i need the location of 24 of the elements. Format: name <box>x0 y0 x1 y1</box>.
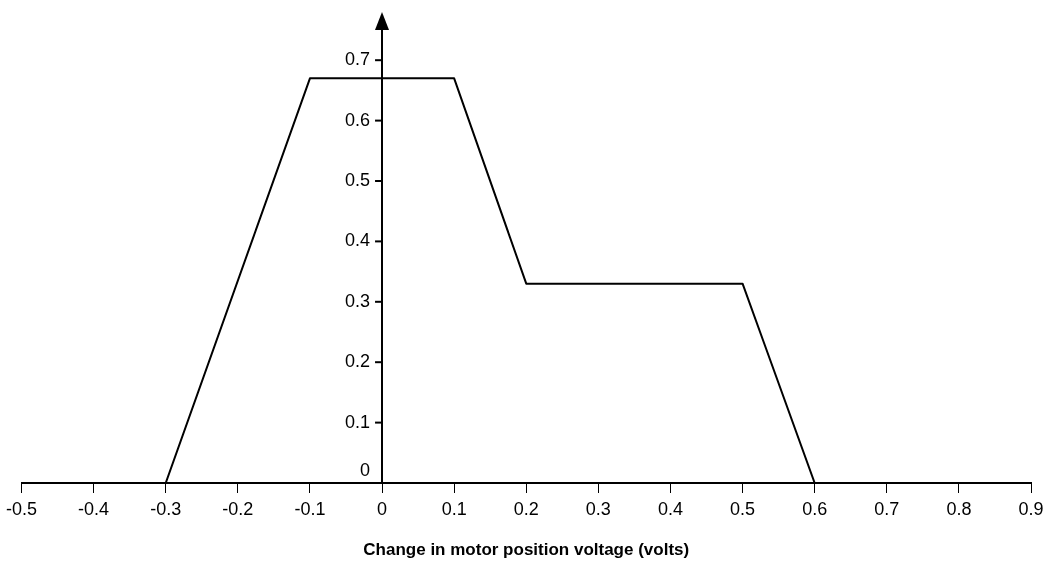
y-tick-label: 0.1 <box>345 411 371 432</box>
y-tick-label: 0.3 <box>345 290 371 311</box>
y-tick-label: 0.4 <box>345 230 371 251</box>
x-tick-label: -0.1 <box>294 498 326 519</box>
x-tick-label: 0 <box>377 498 388 519</box>
x-tick-label: 0.5 <box>730 498 756 519</box>
y-tick-label: 0.6 <box>345 109 371 130</box>
x-tick-label: -0.3 <box>150 498 182 519</box>
x-tick-label: -0.2 <box>222 498 254 519</box>
x-tick-label: 0.7 <box>874 498 900 519</box>
y-tick-label: 0.7 <box>345 49 371 70</box>
x-tick-label: 0.9 <box>1018 498 1044 519</box>
x-tick-label: 0.4 <box>657 498 683 519</box>
x-axis-title: Change in motor position voltage (volts) <box>363 540 690 560</box>
x-tick-label: 0.3 <box>585 498 611 519</box>
x-tick-label: 0.1 <box>441 498 467 519</box>
x-tick-label: 0.8 <box>946 498 972 519</box>
x-tick-label: -0.5 <box>5 498 38 519</box>
y-tick-label: 0.2 <box>345 351 371 372</box>
y-tick-label: 0.5 <box>345 169 371 190</box>
x-tick-label: -0.4 <box>78 498 110 519</box>
x-tick-label: 0.2 <box>513 498 539 519</box>
x-tick-label: 0.6 <box>802 498 828 519</box>
y-tick-label: 0 <box>360 459 371 480</box>
